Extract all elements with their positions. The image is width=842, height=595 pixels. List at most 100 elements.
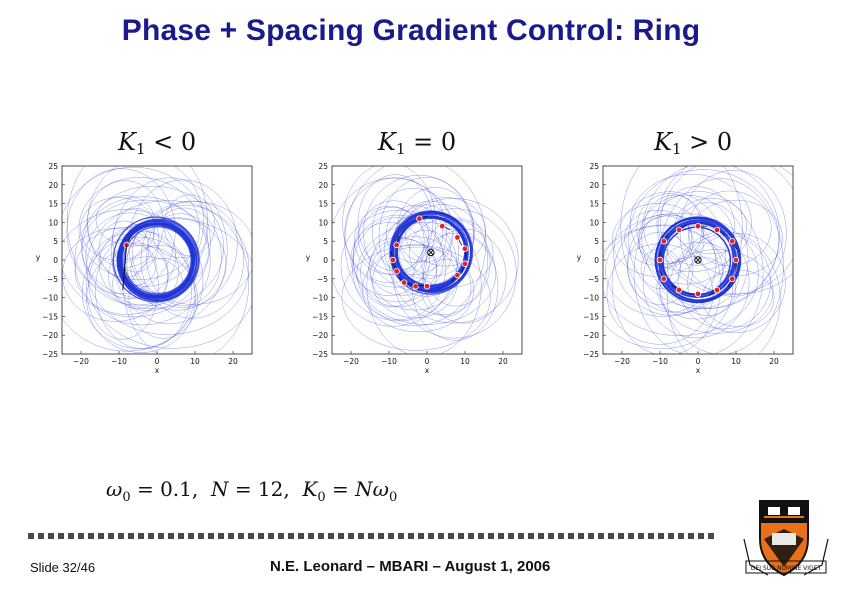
x-tick-label: −20 [343,357,359,366]
x-tick-label: −10 [652,357,668,366]
trajectory-line [95,231,192,350]
y-tick-label: −5 [47,275,58,284]
y-tick-label: −20 [583,331,599,340]
trajectory-line [629,173,752,272]
trajectory-line [130,245,190,293]
x-tick-label: 20 [769,357,779,366]
particle [728,237,736,245]
y-tick-label: 0 [594,256,599,265]
y-tick-label: −10 [583,294,599,303]
footer-divider [28,533,716,539]
particle [423,283,431,290]
particle [732,256,740,264]
trajectory-line [86,200,250,335]
trajectory-line [658,186,735,266]
panel-3-condition: K1 > 0 [654,128,733,158]
ring-trajectory [118,223,193,299]
trajectory-line [356,222,497,325]
particle [412,283,419,290]
y-tick-label: 15 [318,200,328,209]
trajectory-line [352,216,446,320]
panel-1-condition: K1 < 0 [118,128,197,158]
y-tick-label: 15 [589,200,599,209]
y-tick-label: 10 [589,218,599,227]
x-tick-label: 0 [155,357,160,366]
trajectory-line [66,166,208,306]
y-tick-label: 25 [318,162,328,171]
trajectory-line [132,201,252,305]
trajectory-line [340,209,458,322]
trajectory-line [628,169,779,310]
x-tick-label: 10 [731,357,741,366]
parameter-formula: ω0 = 0.1, N = 12, K0 = Nω0 [106,477,398,505]
y-tick-label: −20 [312,331,328,340]
y-tick-label: −10 [42,294,58,303]
trajectory-line [638,215,694,268]
trajectory-line [140,200,244,319]
y-tick-label: 15 [48,200,58,209]
trajectory-line [146,207,222,307]
trajectory-line [344,177,447,288]
logo-motto: DEI SUB NUMINE VIGET [751,565,822,572]
y-tick-label: 20 [318,181,328,190]
trajectory-line [385,205,444,263]
x-tick-label: 20 [228,357,238,366]
particle [728,275,736,282]
x-axis-label: x [696,366,701,375]
ring-trajectory [112,216,199,303]
trajectory-group [332,166,519,354]
ring-trajectory [121,222,196,297]
x-tick-label: −10 [111,357,127,366]
particle [389,256,396,264]
y-tick-label: 20 [48,181,58,190]
slide-number: Slide 32/46 [30,560,96,575]
trajectory-line [605,224,724,317]
y-tick-label: −25 [583,350,599,359]
trajectory-line [603,225,733,349]
center-marker-icon [427,248,435,257]
particle [454,271,461,279]
x-tick-label: −20 [73,357,89,366]
trajectory-line [679,170,787,297]
trajectory-line [674,197,748,255]
trajectory-line [633,191,764,354]
y-tick-label: 5 [53,237,58,246]
trajectory-line [86,245,196,353]
y-tick-label: 0 [53,256,58,265]
y-axis-label: y [36,253,41,262]
ring-trajectory [391,211,472,292]
particle [713,286,721,294]
trajectory-plot-k-negative: 25 20 15 10 5 0 −5 −10 −15 −20 −25 −20 −10 0 10 20 x y [36,162,253,375]
trajectory-line [341,245,491,351]
particle [675,286,683,294]
x-axis-label: x [155,366,160,375]
trajectory-line [666,202,749,316]
trajectory-line [368,238,438,296]
trajectory-line [627,231,694,305]
particle [416,215,423,222]
y-tick-label: −15 [312,312,328,321]
particle [660,237,667,245]
particle [393,241,400,249]
velocity-arrow [122,244,128,291]
trajectory-plot-k-positive: 25 20 15 10 5 0 −5 −10 −15 −20 −25 −20 −10 0 10 20 x y [577,162,794,375]
y-tick-label: 10 [318,218,328,227]
x-tick-label: 0 [425,357,430,366]
trajectory-group [603,166,793,354]
particle [454,234,461,241]
x-tick-label: 20 [498,357,508,366]
x-tick-label: 10 [460,357,470,366]
center-marker-icon [694,256,702,264]
particle [461,245,469,252]
trajectory-plot-k-zero: 25 20 15 10 5 0 −5 −10 −15 −20 −25 −20 −10 0 10 20 x y [306,162,523,375]
trajectory-line [112,207,160,273]
trajectory-line [392,208,517,339]
x-tick-label: 10 [190,357,200,366]
y-tick-label: 10 [48,218,58,227]
y-tick-label: 5 [594,237,599,246]
y-tick-label: −5 [317,275,328,284]
particle [660,275,667,282]
y-tick-label: −20 [42,331,58,340]
footer-author: N.E. Leonard – MBARI – August 1, 2006 [270,558,551,575]
trajectory-line [62,228,169,322]
